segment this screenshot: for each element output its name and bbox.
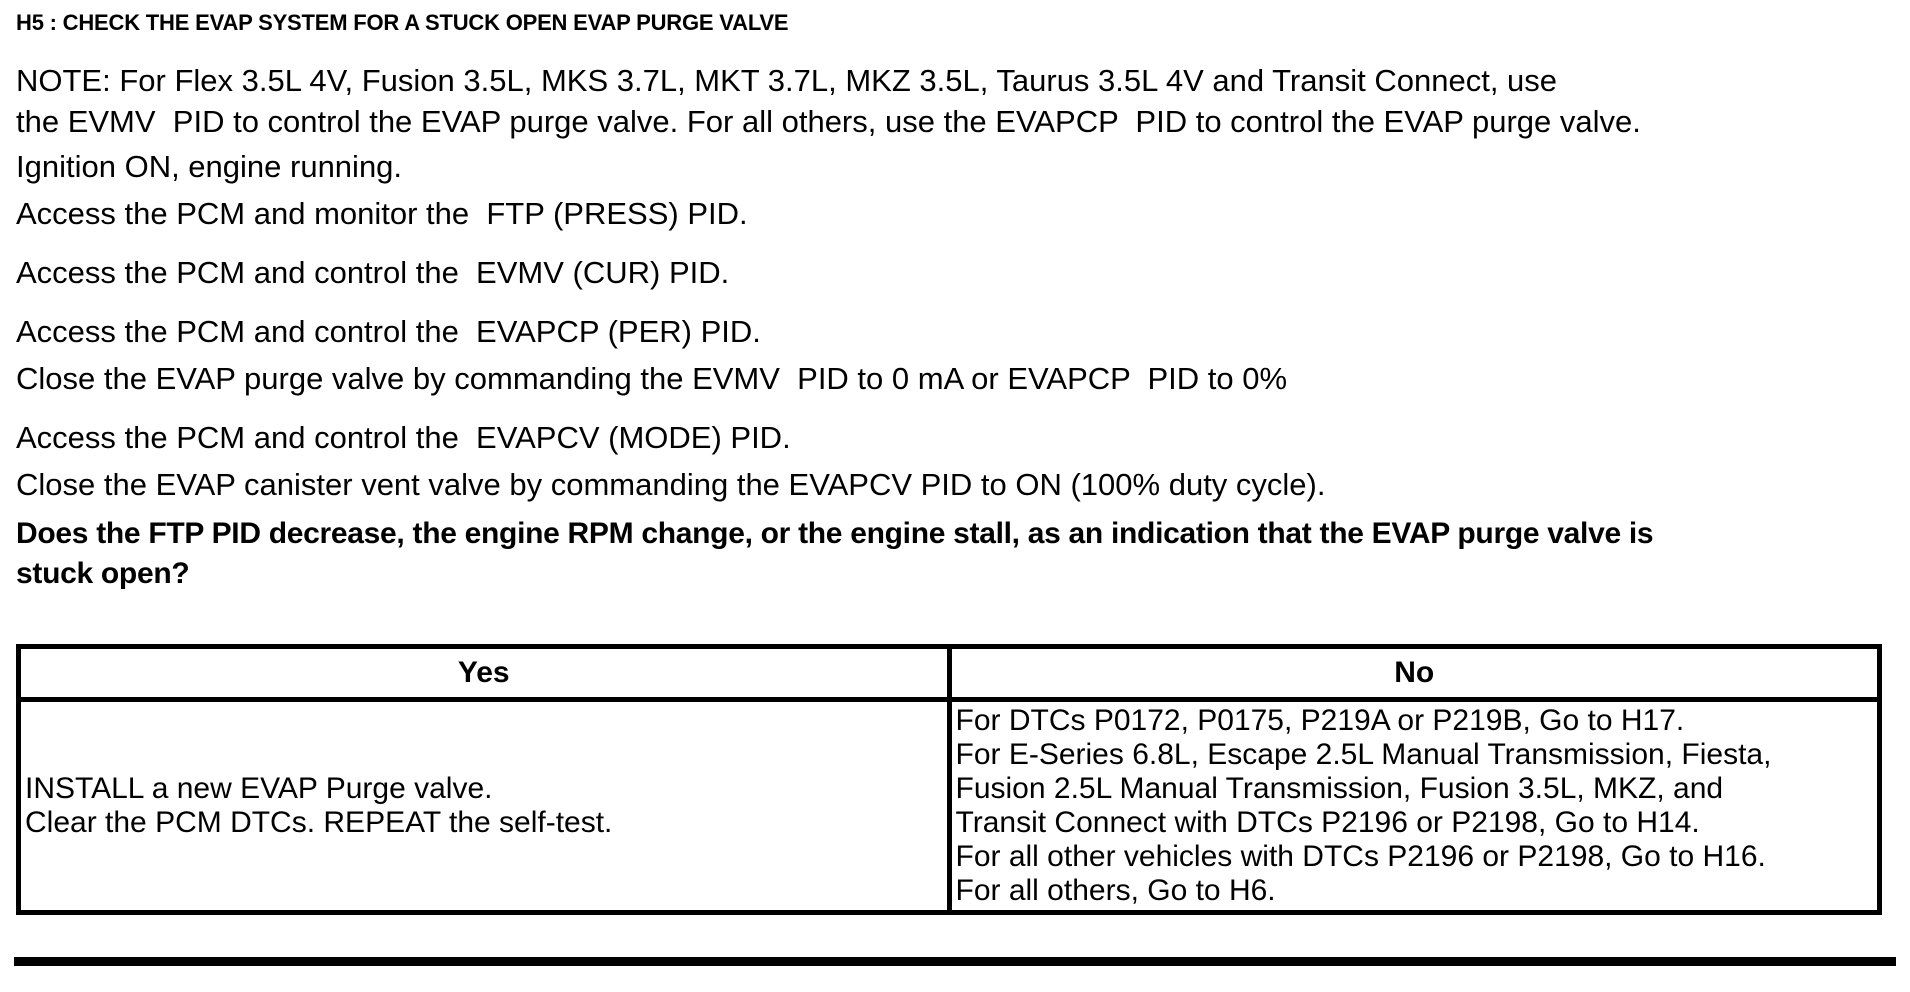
procedure-step: Ignition ON, engine running. bbox=[16, 146, 1894, 187]
procedure-step: Access the PCM and control the EVMV (CUR… bbox=[16, 252, 1894, 293]
note-paragraph: NOTE: For Flex 3.5L 4V, Fusion 3.5L, MKS… bbox=[16, 60, 1894, 142]
bottom-divider bbox=[14, 957, 1896, 966]
procedure-step: Access the PCM and monitor the FTP (PRES… bbox=[16, 193, 1894, 234]
note-line: the EVMV PID to control the EVAP purge v… bbox=[16, 104, 1641, 139]
question-paragraph: Does the FTP PID decrease, the engine RP… bbox=[16, 514, 1894, 594]
step-line: Access the PCM and control the EVAPCV (M… bbox=[16, 420, 791, 455]
page-title: H5 : CHECK THE EVAP SYSTEM FOR A STUCK O… bbox=[16, 10, 789, 35]
step-line: Ignition ON, engine running. bbox=[16, 149, 403, 184]
note-line: NOTE: For Flex 3.5L 4V, Fusion 3.5L, MKS… bbox=[16, 63, 1558, 98]
procedure-step: Access the PCM and control the EVAPCP (P… bbox=[16, 311, 1894, 352]
yes-cell-line: INSTALL a new EVAP Purge valve. bbox=[25, 772, 493, 805]
question-line: Does the FTP PID decrease, the engine RP… bbox=[16, 517, 1654, 550]
no-cell-line: For E-Series 6.8L, Escape 2.5L Manual Tr… bbox=[955, 738, 1772, 771]
no-cell-line: For DTCs P0172, P0175, P219A or P219B, G… bbox=[955, 704, 1685, 737]
step-line: Access the PCM and control the EVAPCP (P… bbox=[16, 314, 761, 349]
step-line: Close the EVAP canister vent valve by co… bbox=[16, 467, 1326, 502]
no-cell-line: For all others, Go to H6. bbox=[955, 874, 1276, 907]
yes-cell-line: Clear the PCM DTCs. REPEAT the self-test… bbox=[25, 806, 613, 839]
step-line: Close the EVAP purge valve by commanding… bbox=[16, 361, 1288, 396]
no-cell-line: Transit Connect with DTCs P2196 or P2198… bbox=[955, 806, 1700, 839]
decision-table-body-row: INSTALL a new EVAP Purge valve. Clear th… bbox=[16, 697, 1882, 915]
procedure-step: Close the EVAP canister vent valve by co… bbox=[16, 464, 1894, 505]
yes-column-header: Yes bbox=[16, 644, 952, 702]
procedure-step: Close the EVAP purge valve by commanding… bbox=[16, 358, 1894, 399]
no-cell-line: Fusion 2.5L Manual Transmission, Fusion … bbox=[955, 772, 1724, 805]
no-column-header: No bbox=[947, 644, 1882, 702]
step-line: Access the PCM and monitor the FTP (PRES… bbox=[16, 196, 748, 231]
procedure-step: Access the PCM and control the EVAPCV (M… bbox=[16, 417, 1894, 458]
decision-table: Yes No INSTALL a new EVAP Purge valve. C… bbox=[16, 644, 1882, 915]
no-cell-line: For all other vehicles with DTCs P2196 o… bbox=[955, 840, 1766, 873]
decision-table-header-row: Yes No bbox=[16, 644, 1882, 702]
step-line: Access the PCM and control the EVMV (CUR… bbox=[16, 255, 730, 290]
question-line: stuck open? bbox=[16, 557, 190, 590]
yes-cell: INSTALL a new EVAP Purge valve. Clear th… bbox=[16, 697, 952, 915]
no-cell: For DTCs P0172, P0175, P219A or P219B, G… bbox=[947, 697, 1882, 915]
